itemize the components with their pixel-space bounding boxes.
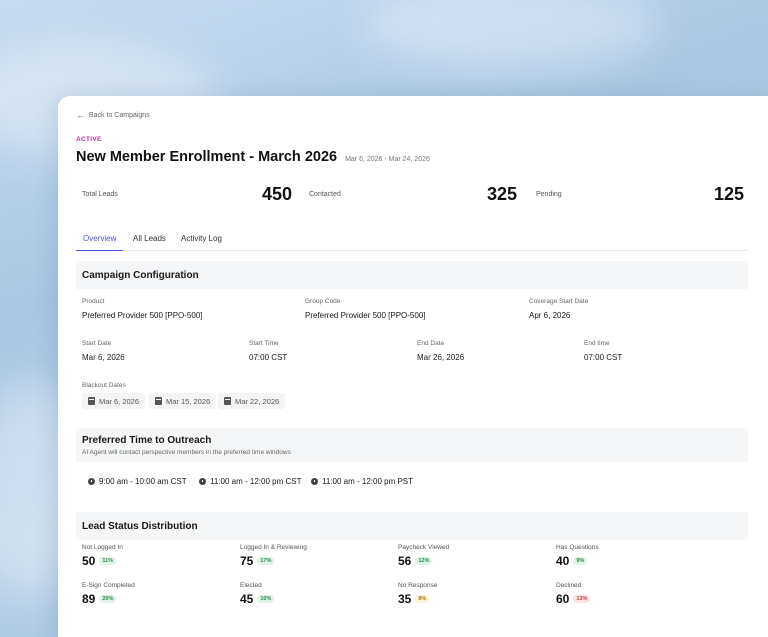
stat-contacted: Contacted 325 <box>303 182 519 208</box>
time-window-item: 9:00 am - 10:00 am CST <box>88 477 187 486</box>
lead-status-label: Logged In & Reviewing <box>240 544 307 551</box>
campaign-detail-card: ← Back to Campaigns ACTIVE New Member En… <box>58 96 768 637</box>
percent-badge: 20% <box>99 595 117 603</box>
back-to-campaigns-link[interactable]: ← Back to Campaigns <box>76 110 150 120</box>
percent-badge: 8% <box>415 595 430 603</box>
blackout-date-text: Mar 15, 2026 <box>166 396 211 406</box>
lead-count: 45 <box>240 592 254 606</box>
stat-label: Total Leads <box>82 191 118 198</box>
lead-status-label: Paycheck Viewed <box>398 544 450 551</box>
start-date-value: Mar 6, 2026 <box>82 353 125 362</box>
lead-status-value: 89 20% <box>82 592 117 606</box>
section-heading: Preferred Time to Outreach <box>82 434 212 446</box>
stat-total-leads: Total Leads 450 <box>76 182 292 208</box>
lead-status-label: Has Questions <box>556 544 599 551</box>
calendar-icon <box>88 397 95 405</box>
clock-icon <box>88 478 95 485</box>
distribution-grid: Not Logged In 50 11% Logged In & Reviewing 7… <box>76 540 748 622</box>
percent-badge: 11% <box>99 557 117 565</box>
time-window-text: 11:00 am - 12:00 pm CST <box>210 477 302 486</box>
time-window-text: 11:00 am - 12:00 pm PST <box>322 477 414 486</box>
clock-icon <box>311 478 318 485</box>
blackout-date-chip: Mar 22, 2026 <box>218 393 286 409</box>
clock-icon <box>199 478 206 485</box>
lead-count: 35 <box>398 592 412 606</box>
blackout-date-chip: Mar 15, 2026 <box>149 393 217 409</box>
coverage-start-label: Coverage Start Date <box>529 298 589 305</box>
end-time-value: 07:00 CST <box>584 353 623 362</box>
percent-badge: 9% <box>573 557 588 565</box>
stat-value: 450 <box>261 184 292 204</box>
product-value: Preferred Provider 500 [PPO-500] <box>82 311 203 320</box>
stats-row: Total Leads 450 Contacted 325 Pending 12… <box>76 182 748 208</box>
section-heading-block: Preferred Time to Outreach AI Agent will… <box>76 428 748 462</box>
lead-status-label: Declined <box>556 582 582 589</box>
stat-value: 325 <box>486 184 517 204</box>
preferred-outreach-section: Preferred Time to Outreach AI Agent will… <box>76 428 748 500</box>
lead-status-distribution-section: Lead Status Distribution Not Logged In 50… <box>76 512 748 622</box>
lead-status-value: 45 10% <box>240 592 275 606</box>
section-subtitle: AI Agent will contact perspective member… <box>82 448 291 456</box>
blackout-date-text: Mar 6, 2026 <box>99 396 140 406</box>
stat-value: 125 <box>713 184 744 204</box>
coverage-start-value: Apr 6, 2026 <box>529 311 571 320</box>
percent-badge: 17% <box>257 557 275 565</box>
calendar-icon <box>224 397 231 405</box>
lead-count: 89 <box>82 592 96 606</box>
percent-badge: 12% <box>415 557 433 565</box>
lead-count: 40 <box>556 554 570 568</box>
blackout-date-chip: Mar 6, 2026 <box>82 393 146 409</box>
page-title: New Member Enrollment - March 2026 <box>76 149 338 165</box>
lead-count: 56 <box>398 554 412 568</box>
product-label: Product <box>82 298 105 305</box>
lead-count: 50 <box>82 554 96 568</box>
lead-status-label: No Response <box>398 582 438 589</box>
tab-overview[interactable]: Overview <box>76 234 124 251</box>
end-date-value: Mar 26, 2026 <box>417 353 465 362</box>
time-window-text: 9:00 am - 10:00 am CST <box>99 477 187 486</box>
tab-all-leads[interactable]: All Leads <box>133 234 166 243</box>
end-date-label: End Date <box>417 340 445 347</box>
lead-status-value: 50 11% <box>82 554 117 568</box>
group-code-value: Preferred Provider 500 [PPO-500] <box>305 311 426 320</box>
lead-status-value: 60 13% <box>556 592 591 606</box>
lead-status-label: E-Sign Completed <box>82 582 135 589</box>
stat-label: Contacted <box>309 191 341 198</box>
tab-activity-log[interactable]: Activity Log <box>181 234 222 243</box>
stat-label: Pending <box>536 191 562 198</box>
start-date-label: Start Date <box>82 340 112 347</box>
lead-count: 60 <box>556 592 570 606</box>
blackout-dates-label: Blackout Dates <box>82 382 126 389</box>
tab-bar: Overview All Leads Activity Log <box>76 228 748 251</box>
percent-badge: 13% <box>573 595 591 603</box>
campaign-date-range: Mar 6, 2026 - Mar 24, 2026 <box>345 156 430 163</box>
lead-status-label: Not Logged In <box>82 544 123 551</box>
group-code-label: Group Code <box>305 298 341 305</box>
time-window-item: 11:00 am - 12:00 pm PST <box>311 477 413 486</box>
status-badge: ACTIVE <box>76 136 102 143</box>
start-time-label: Start Time <box>249 340 279 347</box>
lead-status-label: Elected <box>240 582 262 589</box>
section-heading: Lead Status Distribution <box>76 512 748 540</box>
title-row: New Member Enrollment - March 2026 Mar 6… <box>76 149 430 165</box>
arrow-left-icon: ← <box>76 110 85 120</box>
calendar-icon <box>155 397 162 405</box>
campaign-configuration-section: Campaign Configuration Product Preferred… <box>76 261 748 416</box>
lead-count: 75 <box>240 554 254 568</box>
lead-status-value: 75 17% <box>240 554 275 568</box>
time-window-item: 11:00 am - 12:00 pm CST <box>199 477 301 486</box>
stat-pending: Pending 125 <box>530 182 746 208</box>
percent-badge: 10% <box>257 595 275 603</box>
blackout-date-text: Mar 22, 2026 <box>235 396 280 406</box>
end-time-label: End time <box>584 340 610 347</box>
section-heading: Campaign Configuration <box>76 261 748 289</box>
lead-status-value: 35 8% <box>398 592 430 606</box>
back-link-label: Back to Campaigns <box>89 112 150 119</box>
lead-status-value: 40 9% <box>556 554 588 568</box>
lead-status-value: 56 12% <box>398 554 433 568</box>
start-time-value: 07:00 CST <box>249 353 288 362</box>
